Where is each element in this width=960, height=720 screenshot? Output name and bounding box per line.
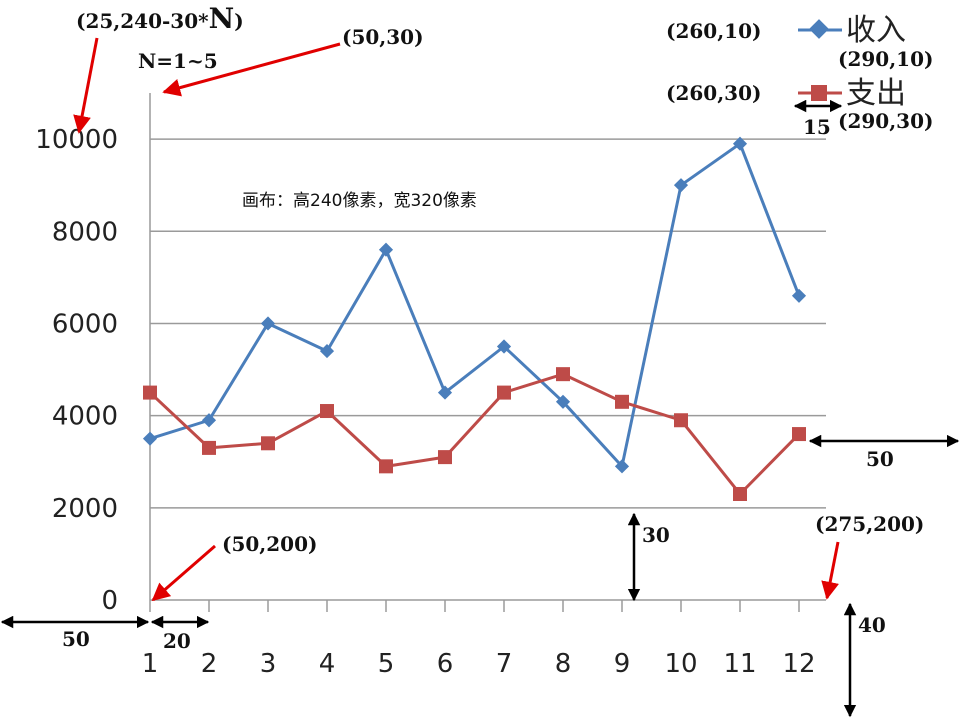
y-tick-label: 8000 xyxy=(52,217,118,247)
annotation-canvas-note: 画布：高240像素，宽320像素 xyxy=(242,191,477,211)
arrow-top-left xyxy=(162,42,341,97)
data-point-expense xyxy=(497,385,511,400)
plot-axes xyxy=(149,93,826,601)
data-point-income xyxy=(437,385,453,400)
x-axis-ticks: 1 2 3 4 5 6 7 8 9 10 11 12 xyxy=(142,600,816,679)
data-point-expense xyxy=(261,436,275,451)
y-tick-label: 6000 xyxy=(52,309,118,339)
annotation-title-pos: (25,240-30*N) xyxy=(76,2,244,35)
arrow-bottom-right xyxy=(821,541,840,600)
annotation-right-margin: 50 xyxy=(866,447,894,471)
plot-series xyxy=(142,136,807,501)
legend-income-marker xyxy=(809,19,829,39)
data-point-expense xyxy=(143,385,157,400)
data-point-expense xyxy=(438,450,452,465)
y-tick-label: 2000 xyxy=(52,494,118,524)
data-point-expense xyxy=(202,440,216,455)
x-tick-label: 7 xyxy=(496,649,513,679)
data-point-income xyxy=(319,344,335,359)
data-point-income xyxy=(142,431,158,446)
data-point-expense xyxy=(615,394,629,409)
legend-expense-label: 支出 xyxy=(846,76,906,111)
data-point-expense xyxy=(792,427,806,442)
arrow-origin xyxy=(151,544,216,602)
annotation-twenty: 20 xyxy=(163,629,191,653)
y-tick-label: 10000 xyxy=(35,125,118,155)
annotation-bottom-right: (275,200) xyxy=(815,512,924,536)
x-tick-label: 5 xyxy=(378,649,395,679)
x-tick-label: 9 xyxy=(614,649,631,679)
series-line-0 xyxy=(149,142,801,468)
y-axis-ticks: 0 2000 4000 6000 8000 10000 xyxy=(35,125,118,616)
legend-expense-marker xyxy=(811,85,827,101)
x-tick-label: 6 xyxy=(437,649,454,679)
annotation-legend2-left: (260,30) xyxy=(666,81,761,105)
x-tick-label: 10 xyxy=(664,649,697,679)
x-tick-label: 8 xyxy=(555,649,572,679)
x-tick-label: 11 xyxy=(723,649,756,679)
data-point-income xyxy=(260,316,276,331)
annotation-legend1-right: (290,10) xyxy=(838,47,933,71)
annotation-legend-width: 15 xyxy=(803,115,831,139)
data-point-income xyxy=(201,413,217,428)
arrow-title-pos xyxy=(73,37,99,134)
data-point-income xyxy=(732,136,748,151)
annotation-forty: 40 xyxy=(858,613,886,637)
x-tick-label: 3 xyxy=(260,649,277,679)
x-tick-label: 2 xyxy=(201,649,218,679)
data-point-income xyxy=(791,288,807,303)
y-tick-label: 0 xyxy=(101,586,118,616)
annotation-n-range: N=1~5 xyxy=(138,49,218,73)
annotation-legend2-right: (290,30) xyxy=(838,109,933,133)
annotation-origin: (50,200) xyxy=(222,532,317,556)
data-point-income xyxy=(614,459,630,474)
legend-income-label: 收入 xyxy=(846,13,906,48)
legend: 收入 支出 xyxy=(798,13,906,111)
data-point-income xyxy=(673,178,689,193)
x-tick-label: 12 xyxy=(782,649,815,679)
y-tick-label: 4000 xyxy=(52,402,118,432)
data-point-expense xyxy=(733,486,747,501)
annotation-thirty: 30 xyxy=(642,523,670,547)
x-tick-label: 4 xyxy=(319,649,336,679)
data-point-expense xyxy=(320,404,334,419)
annotation-legend1-left: (260,10) xyxy=(666,19,761,43)
series-line-1 xyxy=(148,372,801,496)
data-point-income xyxy=(378,242,394,257)
data-point-expense xyxy=(556,367,570,382)
annotation-left-margin: 50 xyxy=(62,627,90,651)
annotation-top-left: (50,30) xyxy=(342,25,424,49)
data-point-expense xyxy=(379,459,393,474)
data-point-income xyxy=(555,394,571,409)
data-point-income xyxy=(496,339,512,354)
x-tick-label: 1 xyxy=(142,649,159,679)
data-point-expense xyxy=(674,413,688,428)
